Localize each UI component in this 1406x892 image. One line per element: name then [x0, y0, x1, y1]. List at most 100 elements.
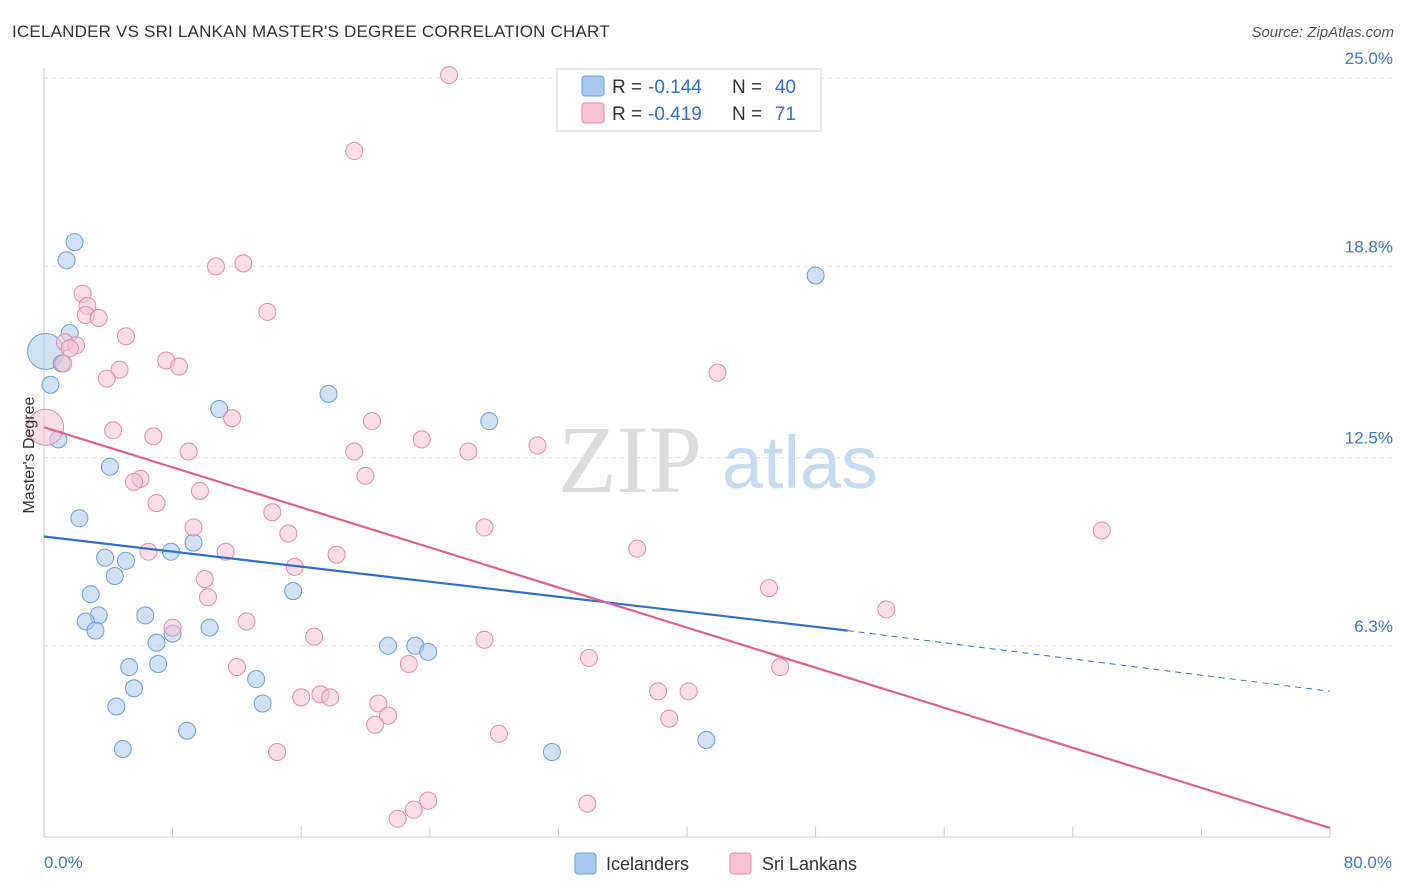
srilankan-point — [292, 688, 311, 707]
srilankan-point — [327, 545, 346, 564]
y-tick-label: 25.0% — [1345, 49, 1393, 68]
icelander-point — [806, 266, 825, 285]
srilankan-point — [170, 357, 189, 376]
stats-n-label-2: N = — [732, 104, 762, 125]
srilankan-point — [234, 254, 253, 273]
srilankan-point — [759, 579, 778, 598]
srilankan-point — [356, 466, 375, 485]
icelander-point — [149, 654, 168, 673]
srilankan-point — [528, 436, 547, 455]
icelander-point — [41, 375, 60, 394]
icelander-point — [697, 730, 716, 749]
icelander-point — [419, 642, 438, 661]
icelander-point — [120, 658, 139, 677]
icelander-point — [253, 694, 272, 713]
y-tick-label: 18.8% — [1345, 237, 1393, 256]
icelander-point — [86, 621, 105, 640]
srilankan-point — [116, 327, 135, 346]
icelander-point — [57, 251, 76, 270]
srilankan-point — [345, 442, 364, 461]
y-tick-label: 6.3% — [1354, 617, 1393, 636]
srilankan-point — [366, 715, 385, 734]
stats-swatch-srilankans — [581, 102, 605, 124]
srilankan-point — [649, 682, 668, 701]
srilankan-point — [258, 302, 277, 321]
zipatlas-watermark: ZIP atlas — [558, 406, 878, 513]
srilankan-point — [388, 809, 407, 828]
srilankan-point — [207, 257, 226, 276]
icelander-point — [379, 636, 398, 655]
srilankan-point — [190, 481, 209, 500]
stats-swatch-icelanders — [581, 75, 605, 97]
srilankan-point — [54, 354, 73, 373]
srilankan-point — [489, 724, 508, 743]
srilankan-point — [110, 360, 129, 379]
srilankan-point — [179, 442, 198, 461]
srilankan-point — [379, 706, 398, 725]
trend-lines — [43, 426, 1331, 829]
srilankan-point — [279, 524, 298, 543]
icelander-trend-line — [43, 535, 848, 632]
srilankan-point — [104, 421, 123, 440]
srilankan-point — [369, 694, 388, 713]
srilankan-point — [579, 648, 598, 667]
srilankan-point — [89, 308, 108, 327]
axes — [43, 68, 1331, 838]
srilankan-point — [198, 588, 217, 607]
srilankan-point — [163, 618, 182, 637]
srilankan-point — [216, 542, 235, 561]
y-tick-label: 12.5% — [1345, 429, 1393, 448]
stats-r-label-1: R = — [612, 77, 642, 98]
icelander-point — [70, 509, 89, 528]
srilankan-point — [1092, 521, 1111, 540]
icelander-point — [480, 412, 499, 431]
srilankan-point — [139, 542, 158, 561]
stats-n-label-1: N = — [732, 77, 762, 98]
srilankan-point — [195, 570, 214, 589]
srilankan-point — [708, 363, 727, 382]
srilankan-point — [237, 612, 256, 631]
icelander-point — [284, 582, 303, 601]
icelander-point — [136, 606, 155, 625]
stats-n-value-2: 71 — [775, 104, 796, 125]
icelander-point — [247, 670, 266, 689]
srilankan-point — [440, 66, 459, 85]
srilankan-point — [263, 503, 282, 522]
stats-r-label-2: R = — [612, 104, 642, 125]
icelander-point — [319, 384, 338, 403]
legend-swatch-srilankans — [729, 852, 752, 875]
legend-label-icelanders: Icelanders — [606, 854, 689, 874]
srilankan-point — [679, 682, 698, 701]
srilankan-point — [60, 339, 79, 358]
icelander-point — [96, 548, 115, 567]
icelander-point — [147, 633, 166, 652]
srilankan-point — [404, 800, 423, 819]
watermark-zip: ZIP — [558, 406, 702, 513]
series-legend: Icelanders Sri Lankans — [574, 852, 857, 875]
y-axis-label: Master's Degree — [21, 396, 38, 513]
srilankan-point — [399, 654, 418, 673]
srilankan-point — [125, 472, 144, 491]
legend-label-srilankans: Sri Lankans — [762, 854, 857, 874]
stats-legend: R = -0.144 N = 40 R = -0.419 N = 71 — [556, 68, 822, 132]
srilankan-point — [475, 630, 494, 649]
icelander-point — [125, 679, 144, 698]
srilankan-point — [877, 600, 896, 619]
srilankan-point — [412, 430, 431, 449]
icelander-point — [107, 697, 126, 716]
srilankan-point — [660, 709, 679, 728]
icelander-point — [210, 400, 229, 419]
icelander-point — [81, 585, 100, 604]
srilankan-point — [321, 688, 340, 707]
icelander-point — [542, 743, 561, 762]
srilankan-point — [459, 442, 478, 461]
srilankan-point — [144, 427, 163, 446]
icelander-point — [116, 551, 135, 570]
icelander-point — [200, 618, 219, 637]
x-tick-label-min: 0.0% — [44, 853, 83, 872]
stats-n-value-1: 40 — [775, 77, 796, 98]
icelander-point — [65, 233, 84, 252]
srilankan-point — [628, 539, 647, 558]
icelander-trend-extension — [847, 630, 1331, 692]
